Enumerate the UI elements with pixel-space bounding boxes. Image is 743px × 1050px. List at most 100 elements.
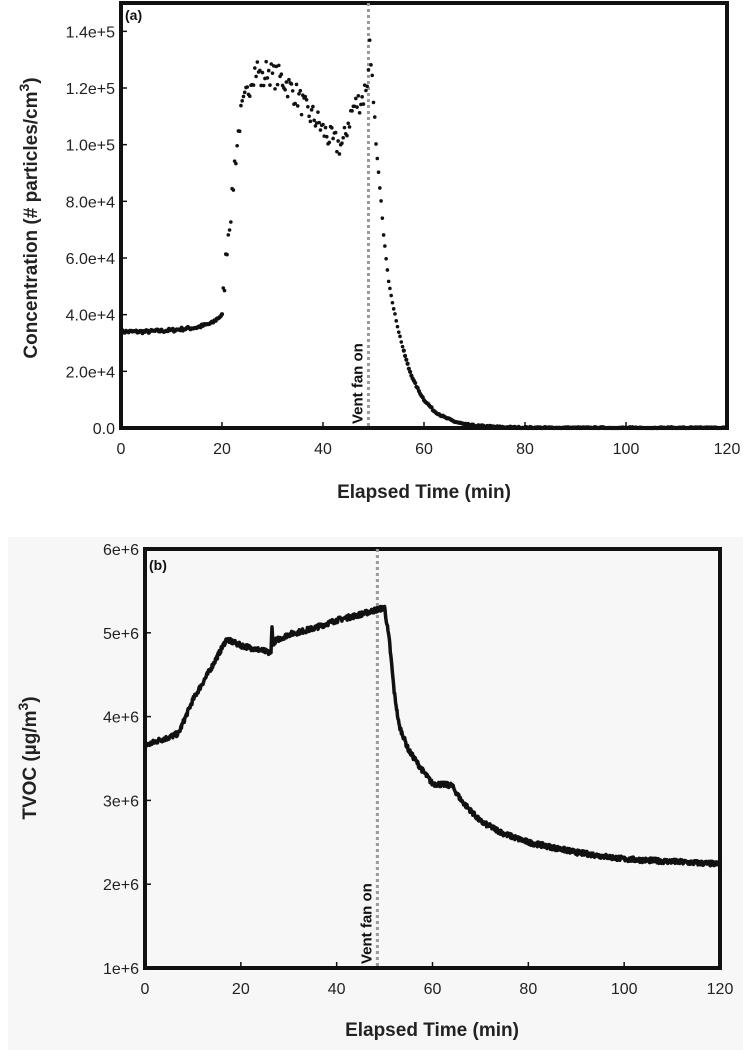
data-point xyxy=(222,288,227,293)
tvoc-line-b xyxy=(143,604,722,868)
x-tick-label: 80 xyxy=(519,981,537,998)
data-point xyxy=(229,220,233,224)
data-point xyxy=(304,97,309,102)
data-point xyxy=(225,252,229,257)
data-point xyxy=(241,94,246,99)
data-point xyxy=(265,76,270,80)
data-point xyxy=(242,90,247,95)
data-point xyxy=(266,68,271,73)
data-point xyxy=(402,353,408,358)
data-point xyxy=(389,293,393,298)
data-point xyxy=(367,38,372,43)
y-axis-title-a: Concentration (# particles/cm3) xyxy=(16,77,42,358)
data-point xyxy=(299,112,304,117)
data-point xyxy=(269,62,274,66)
x-tick-label: 60 xyxy=(424,981,442,998)
data-point xyxy=(277,63,281,68)
data-point xyxy=(394,319,399,323)
data-point xyxy=(391,307,396,311)
data-point xyxy=(405,361,410,366)
data-point xyxy=(341,135,346,140)
data-point xyxy=(309,108,314,112)
plot-frame-a xyxy=(119,1,729,430)
data-point xyxy=(260,70,265,75)
data-point xyxy=(374,142,378,146)
data-point xyxy=(333,130,338,135)
data-point xyxy=(401,348,406,353)
data-point xyxy=(321,122,325,127)
data-point xyxy=(254,74,258,79)
x-tick-label: 60 xyxy=(415,441,433,458)
data-point xyxy=(331,136,335,141)
data-point xyxy=(327,140,332,145)
data-point xyxy=(251,83,256,87)
data-point xyxy=(312,118,316,123)
data-point xyxy=(306,104,310,109)
data-point xyxy=(255,60,260,64)
data-point xyxy=(287,77,291,82)
x-tick-label: 120 xyxy=(714,441,741,458)
data-point xyxy=(386,279,391,284)
data-point xyxy=(399,340,404,344)
data-point xyxy=(313,124,318,128)
data-point xyxy=(219,312,225,317)
data-point xyxy=(372,115,377,119)
data-point xyxy=(285,94,290,99)
data-point xyxy=(384,256,388,261)
data-point xyxy=(323,125,328,130)
data-point xyxy=(400,344,405,349)
data-point xyxy=(234,161,238,166)
data-point xyxy=(290,89,295,93)
x-tick-label: 120 xyxy=(707,981,734,998)
y-tick-label: 6.0e+4 xyxy=(66,251,115,268)
data-point xyxy=(294,82,299,87)
y-axis-title-b-sup: 3 xyxy=(15,703,31,711)
data-point xyxy=(375,156,380,161)
data-point xyxy=(268,83,272,87)
data-point xyxy=(311,104,315,109)
panel-label-a: (a) xyxy=(125,7,142,23)
data-point xyxy=(408,369,413,374)
data-point xyxy=(279,72,284,77)
x-axis-title-b: Elapsed Time (min) xyxy=(345,1020,519,1041)
data-point xyxy=(350,109,354,113)
data-point xyxy=(308,119,313,124)
y-tick-label: 4.0e+4 xyxy=(66,308,115,325)
data-point xyxy=(245,85,250,89)
data-point xyxy=(227,228,232,232)
data-point xyxy=(347,125,352,129)
data-point xyxy=(335,149,339,154)
y-tick-label: 6e+6 xyxy=(103,542,139,559)
tvoc-series-line xyxy=(143,604,722,868)
data-point xyxy=(361,102,366,106)
data-point xyxy=(342,125,347,130)
data-point xyxy=(345,133,349,138)
x-tick-label: 20 xyxy=(213,441,231,458)
data-point xyxy=(398,334,402,339)
data-point xyxy=(390,300,395,305)
y-tick-label: 1.0e+5 xyxy=(66,138,115,155)
data-point xyxy=(270,71,275,75)
data-point xyxy=(264,59,268,64)
data-point xyxy=(261,83,266,88)
data-point xyxy=(316,110,320,114)
x-ticks-a: 0 20 40 60 80 100 120 xyxy=(117,422,741,458)
x-tick-label: 100 xyxy=(613,441,640,458)
panel-a: (a) 0 20 40 60 80 100 120 0.0 2.0e+4 4.0e+4 6.0e+… xyxy=(16,1,741,503)
y-tick-label: 4e+6 xyxy=(103,710,139,727)
data-point xyxy=(259,83,263,88)
data-point xyxy=(385,268,390,272)
data-point xyxy=(404,357,409,362)
x-tick-label: 0 xyxy=(141,981,150,998)
data-point xyxy=(336,139,340,143)
data-point xyxy=(239,103,243,108)
data-point xyxy=(226,233,231,237)
y-ticks-b: 1e+6 2e+6 3e+6 4e+6 5e+6 6e+6 xyxy=(103,542,151,978)
data-point xyxy=(247,94,252,99)
data-point xyxy=(395,324,400,329)
y-tick-label: 5e+6 xyxy=(103,626,139,643)
data-point xyxy=(237,129,242,134)
data-point xyxy=(295,104,300,108)
data-point xyxy=(354,96,358,101)
